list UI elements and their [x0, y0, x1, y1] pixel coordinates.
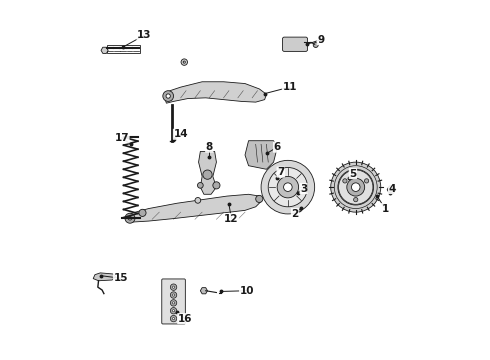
Circle shape	[354, 198, 358, 202]
FancyBboxPatch shape	[162, 279, 185, 324]
Text: 2: 2	[292, 208, 298, 219]
Circle shape	[125, 213, 135, 223]
FancyBboxPatch shape	[283, 37, 308, 51]
Circle shape	[172, 294, 174, 296]
Circle shape	[128, 216, 132, 220]
Circle shape	[171, 292, 177, 298]
Circle shape	[172, 286, 174, 288]
Circle shape	[365, 179, 368, 183]
Circle shape	[203, 170, 212, 179]
Circle shape	[277, 176, 298, 198]
Circle shape	[171, 284, 177, 291]
Circle shape	[213, 182, 220, 189]
Circle shape	[261, 160, 315, 214]
Text: 4: 4	[389, 184, 396, 194]
Circle shape	[172, 318, 174, 320]
Text: 15: 15	[114, 273, 128, 283]
Polygon shape	[93, 273, 116, 281]
Text: 1: 1	[381, 203, 389, 213]
Circle shape	[347, 178, 365, 196]
Circle shape	[268, 167, 308, 207]
Text: 10: 10	[240, 286, 254, 296]
Polygon shape	[245, 141, 277, 169]
Circle shape	[171, 307, 177, 314]
Text: 17: 17	[115, 133, 129, 143]
Circle shape	[256, 195, 263, 203]
Text: 13: 13	[137, 30, 151, 40]
Text: 5: 5	[349, 168, 357, 179]
Circle shape	[183, 61, 185, 63]
Circle shape	[163, 91, 173, 102]
Polygon shape	[101, 47, 108, 53]
Circle shape	[172, 302, 174, 304]
Text: 12: 12	[224, 213, 239, 224]
Circle shape	[351, 183, 360, 192]
Text: 6: 6	[273, 142, 281, 152]
Circle shape	[166, 94, 171, 98]
Circle shape	[171, 315, 177, 322]
Circle shape	[284, 183, 292, 192]
Circle shape	[181, 59, 188, 65]
Text: 9: 9	[317, 35, 324, 45]
Circle shape	[139, 209, 146, 216]
Bar	[107, 45, 140, 53]
Polygon shape	[125, 194, 261, 222]
Polygon shape	[198, 152, 217, 194]
Polygon shape	[387, 186, 396, 193]
Circle shape	[338, 169, 373, 205]
Polygon shape	[165, 82, 267, 103]
Text: 8: 8	[206, 142, 213, 152]
Text: 3: 3	[300, 184, 307, 194]
Circle shape	[295, 205, 302, 212]
Text: 11: 11	[282, 82, 297, 92]
Circle shape	[197, 183, 203, 188]
Circle shape	[306, 193, 309, 196]
Circle shape	[303, 190, 312, 199]
Text: 14: 14	[173, 129, 188, 139]
Circle shape	[172, 310, 174, 312]
Circle shape	[331, 162, 381, 212]
Polygon shape	[200, 288, 207, 294]
Circle shape	[313, 42, 318, 48]
Text: 16: 16	[178, 314, 192, 324]
Text: 7: 7	[277, 167, 284, 177]
Circle shape	[171, 300, 177, 306]
Circle shape	[297, 207, 300, 210]
Circle shape	[343, 179, 347, 183]
Circle shape	[195, 198, 201, 203]
